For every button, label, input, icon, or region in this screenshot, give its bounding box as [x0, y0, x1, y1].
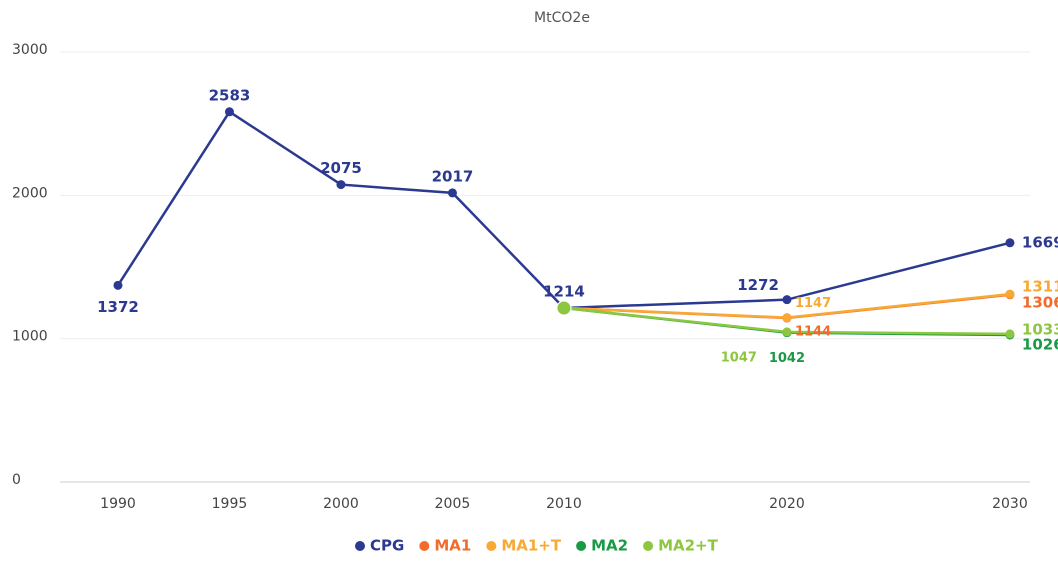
- legend-marker: [486, 541, 497, 551]
- data-label: 2583: [209, 86, 251, 104]
- series-line: [116, 110, 1011, 310]
- legend-marker: [576, 541, 587, 551]
- data-point: [1005, 238, 1015, 248]
- x-tick-label: 2005: [435, 496, 471, 512]
- data-label: 1372: [97, 298, 139, 316]
- x-tick-label: 1995: [212, 496, 248, 512]
- data-label: 1033: [1022, 320, 1058, 338]
- data-label: 1042: [769, 351, 805, 366]
- legend-label: MA1+T: [501, 537, 562, 555]
- data-label: 1026: [1022, 335, 1058, 353]
- data-point: [447, 188, 457, 198]
- data-point: [782, 327, 792, 337]
- x-tick-label: 2030: [992, 496, 1028, 512]
- x-tick-label: 1990: [100, 496, 136, 512]
- legend-marker: [419, 541, 430, 551]
- data-label: 1047: [721, 350, 757, 365]
- data-point: [782, 295, 792, 305]
- y-tick-label: 2000: [12, 185, 48, 201]
- chart-title: MtCO2e: [534, 10, 590, 26]
- data-label: 1144: [795, 325, 831, 340]
- y-tick-label: 3000: [12, 42, 48, 58]
- legend-label: MA2+T: [658, 537, 719, 555]
- data-point: [1005, 289, 1015, 299]
- data-label: 1272: [737, 276, 779, 294]
- legend-label: CPG: [370, 537, 404, 555]
- data-point: [556, 300, 572, 316]
- data-label: 1214: [543, 282, 585, 300]
- x-tick-label: 2020: [769, 496, 805, 512]
- legend-marker: [355, 541, 365, 551]
- data-label: 1147: [795, 296, 831, 311]
- legend-label: MA2: [591, 537, 628, 555]
- data-point: [113, 280, 123, 290]
- x-tick-label: 2010: [546, 496, 582, 512]
- data-point: [1005, 329, 1015, 339]
- data-label: 2075: [320, 159, 362, 177]
- data-point: [224, 107, 234, 117]
- x-tick-label: 2000: [323, 496, 359, 512]
- data-point: [336, 180, 346, 190]
- data-label: 1669: [1022, 233, 1058, 251]
- legend-label: MA1: [434, 537, 471, 555]
- y-tick-label: 1000: [12, 329, 48, 345]
- data-point: [782, 313, 792, 323]
- data-label: 1306: [1022, 293, 1058, 311]
- legend-marker: [643, 541, 654, 551]
- y-tick-label: 0: [12, 472, 21, 488]
- data-label: 2017: [432, 167, 474, 185]
